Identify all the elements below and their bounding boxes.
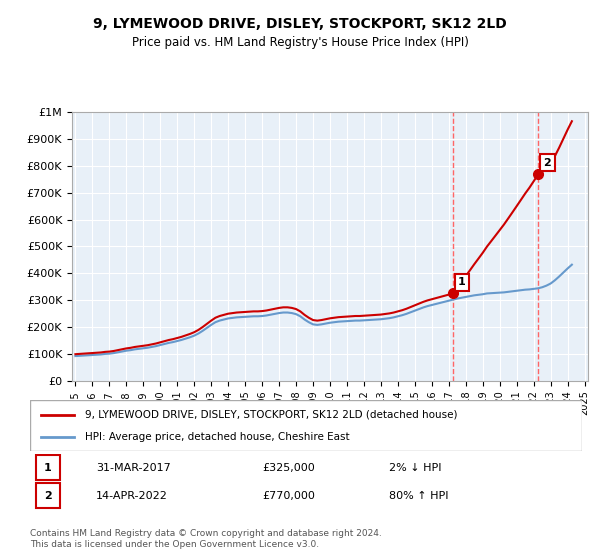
- Text: 9, LYMEWOOD DRIVE, DISLEY, STOCKPORT, SK12 2LD (detached house): 9, LYMEWOOD DRIVE, DISLEY, STOCKPORT, SK…: [85, 409, 458, 419]
- Text: 2: 2: [544, 158, 551, 168]
- Text: £325,000: £325,000: [262, 463, 314, 473]
- Text: 2: 2: [44, 491, 52, 501]
- Text: 2% ↓ HPI: 2% ↓ HPI: [389, 463, 442, 473]
- FancyBboxPatch shape: [35, 483, 61, 508]
- Text: HPI: Average price, detached house, Cheshire East: HPI: Average price, detached house, Ches…: [85, 432, 350, 442]
- Text: 31-MAR-2017: 31-MAR-2017: [96, 463, 171, 473]
- Text: 9, LYMEWOOD DRIVE, DISLEY, STOCKPORT, SK12 2LD: 9, LYMEWOOD DRIVE, DISLEY, STOCKPORT, SK…: [93, 17, 507, 31]
- Text: Price paid vs. HM Land Registry's House Price Index (HPI): Price paid vs. HM Land Registry's House …: [131, 36, 469, 49]
- Text: £770,000: £770,000: [262, 491, 315, 501]
- Text: Contains HM Land Registry data © Crown copyright and database right 2024.
This d: Contains HM Land Registry data © Crown c…: [30, 529, 382, 549]
- Text: 1: 1: [458, 277, 466, 287]
- Text: 80% ↑ HPI: 80% ↑ HPI: [389, 491, 448, 501]
- Text: 1: 1: [44, 463, 52, 473]
- FancyBboxPatch shape: [35, 455, 61, 480]
- Text: 14-APR-2022: 14-APR-2022: [96, 491, 168, 501]
- FancyBboxPatch shape: [30, 400, 582, 451]
